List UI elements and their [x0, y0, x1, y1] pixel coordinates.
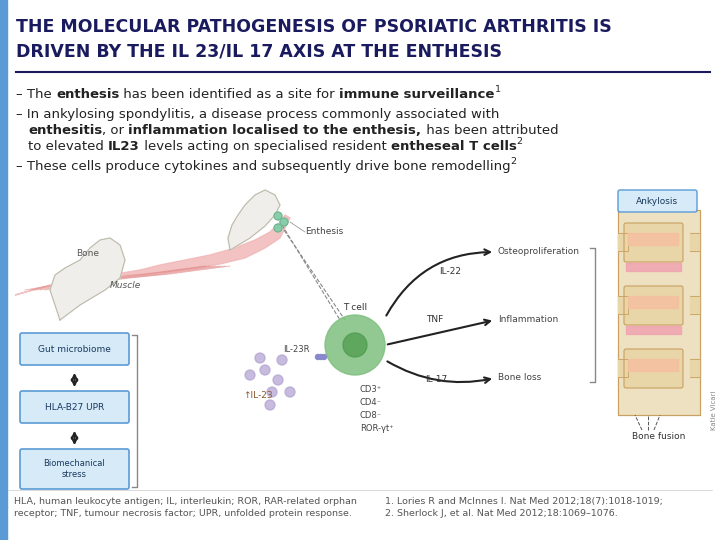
Text: Inflammation: Inflammation: [498, 315, 558, 325]
Bar: [690, 359, 700, 377]
Bar: [618, 210, 700, 415]
FancyBboxPatch shape: [624, 223, 683, 262]
Circle shape: [245, 370, 255, 380]
Bar: [690, 296, 700, 314]
Text: – These cells produce cytokines and subsequently drive bone remodelling: – These cells produce cytokines and subs…: [16, 160, 510, 173]
Text: 2: 2: [517, 137, 523, 146]
Text: to elevated: to elevated: [28, 140, 108, 153]
Text: Ankylosis: Ankylosis: [636, 197, 678, 206]
Bar: [0, 0, 7, 540]
Bar: [626, 326, 681, 334]
Circle shape: [315, 354, 320, 360]
FancyBboxPatch shape: [624, 286, 683, 325]
Text: CD8⁻: CD8⁻: [360, 411, 382, 420]
Polygon shape: [50, 238, 125, 320]
Text: , or: , or: [102, 124, 128, 137]
Bar: [618, 296, 628, 314]
Bar: [618, 359, 628, 377]
Circle shape: [285, 387, 295, 397]
Text: DRIVEN BY THE IL 23/IL 17 AXIS AT THE ENTHESIS: DRIVEN BY THE IL 23/IL 17 AXIS AT THE EN…: [16, 42, 502, 60]
Circle shape: [265, 400, 275, 410]
FancyBboxPatch shape: [20, 333, 129, 365]
Bar: [618, 233, 628, 251]
Circle shape: [267, 387, 277, 397]
Circle shape: [273, 375, 283, 385]
FancyBboxPatch shape: [618, 190, 697, 212]
Circle shape: [274, 224, 282, 232]
FancyBboxPatch shape: [624, 349, 683, 388]
Circle shape: [280, 218, 288, 226]
Circle shape: [325, 315, 385, 375]
Bar: [7, 185, 720, 490]
Circle shape: [274, 212, 282, 220]
Text: THE MOLECULAR PATHOGENESIS OF PSORIATIC ARTHRITIS IS: THE MOLECULAR PATHOGENESIS OF PSORIATIC …: [16, 18, 612, 36]
Bar: [628, 233, 678, 245]
Text: entheseal T cells: entheseal T cells: [391, 140, 517, 153]
Text: Bone loss: Bone loss: [498, 374, 541, 382]
FancyBboxPatch shape: [20, 449, 129, 489]
Text: Muscle: Muscle: [109, 280, 140, 289]
Text: IL-23R: IL-23R: [284, 346, 310, 354]
Text: has been identified as a site for: has been identified as a site for: [120, 88, 339, 101]
Text: CD3⁺: CD3⁺: [360, 385, 382, 394]
Circle shape: [260, 365, 270, 375]
Text: enthesitis: enthesitis: [28, 124, 102, 137]
Text: Katie Vicari: Katie Vicari: [711, 390, 717, 430]
Text: – In ankylosing spondylitis, a disease process commonly associated with: – In ankylosing spondylitis, a disease p…: [16, 108, 500, 121]
Circle shape: [318, 354, 323, 360]
Bar: [626, 263, 681, 271]
Text: 2: 2: [510, 157, 517, 166]
Text: Gut microbiome: Gut microbiome: [38, 345, 111, 354]
Text: 1: 1: [495, 85, 500, 94]
Circle shape: [277, 355, 287, 365]
Text: IL-22: IL-22: [439, 267, 461, 276]
Bar: [628, 296, 678, 308]
Text: ↑IL-23: ↑IL-23: [243, 390, 273, 400]
Text: Bone fusion: Bone fusion: [632, 432, 685, 441]
Bar: [628, 359, 678, 371]
Text: immune surveillance: immune surveillance: [339, 88, 495, 101]
Text: enthesis: enthesis: [56, 88, 120, 101]
Text: Biomechanical
stress: Biomechanical stress: [44, 459, 105, 479]
Text: Bone: Bone: [76, 248, 99, 258]
Polygon shape: [15, 215, 290, 295]
Text: – The: – The: [16, 88, 56, 101]
Polygon shape: [228, 190, 280, 250]
Text: inflammation localised to the enthesis,: inflammation localised to the enthesis,: [128, 124, 421, 137]
Text: has been attributed: has been attributed: [421, 124, 558, 137]
Text: IL23: IL23: [108, 140, 140, 153]
Text: 2. Sherlock J, et al. Nat Med 2012;18:1069–1076.: 2. Sherlock J, et al. Nat Med 2012;18:10…: [385, 509, 618, 518]
Text: HLA-B27 UPR: HLA-B27 UPR: [45, 402, 104, 411]
Bar: [690, 233, 700, 251]
Text: TNF: TNF: [426, 315, 444, 325]
Text: levels acting on specialised resident: levels acting on specialised resident: [140, 140, 391, 153]
Text: IL-17: IL-17: [425, 375, 447, 384]
Text: CD4⁻: CD4⁻: [360, 398, 382, 407]
Circle shape: [322, 354, 326, 360]
Text: 1. Lories R and McInnes I. Nat Med 2012;18(7):1018-1019;: 1. Lories R and McInnes I. Nat Med 2012;…: [385, 497, 663, 506]
Circle shape: [343, 333, 367, 357]
FancyBboxPatch shape: [20, 391, 129, 423]
Text: Osteoproliferation: Osteoproliferation: [498, 247, 580, 256]
Text: Enthesis: Enthesis: [305, 227, 343, 237]
Text: ROR-γt⁺: ROR-γt⁺: [360, 424, 394, 433]
Circle shape: [255, 353, 265, 363]
Text: T cell: T cell: [343, 302, 367, 312]
Text: HLA, human leukocyte antigen; IL, interleukin; ROR, RAR-related orphan
receptor;: HLA, human leukocyte antigen; IL, interl…: [14, 497, 357, 518]
